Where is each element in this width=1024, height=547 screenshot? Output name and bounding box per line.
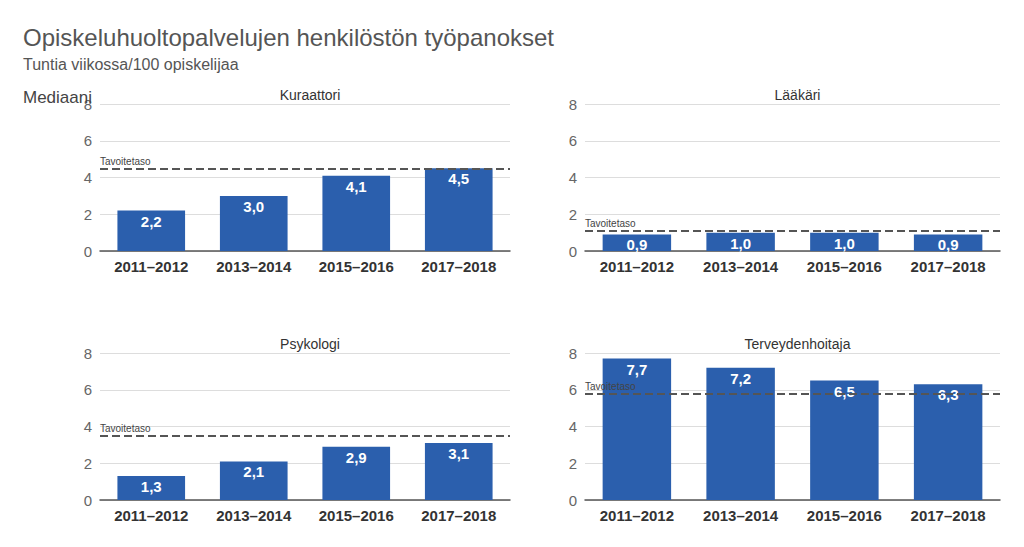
svg-text:2017–2018: 2017–2018 (911, 258, 986, 275)
svg-text:0: 0 (569, 492, 577, 509)
svg-text:Tavoitetaso: Tavoitetaso (100, 423, 151, 434)
svg-text:2015–2016: 2015–2016 (807, 507, 882, 524)
svg-text:7,2: 7,2 (730, 370, 751, 387)
svg-text:Tavoitetaso: Tavoitetaso (100, 156, 151, 167)
svg-text:2015–2016: 2015–2016 (319, 507, 394, 524)
svg-text:4: 4 (84, 169, 92, 186)
svg-text:2011–2012: 2011–2012 (114, 507, 188, 524)
svg-text:Tavoitetaso: Tavoitetaso (585, 218, 636, 229)
svg-text:0: 0 (84, 492, 92, 509)
svg-text:0: 0 (84, 243, 92, 260)
svg-text:2015–2016: 2015–2016 (319, 258, 394, 275)
svg-text:2013–2014: 2013–2014 (216, 258, 292, 275)
svg-text:4,1: 4,1 (346, 178, 367, 195)
svg-text:0: 0 (569, 243, 577, 260)
svg-text:6: 6 (569, 132, 577, 149)
svg-text:Psykologi: Psykologi (280, 336, 340, 352)
svg-text:2: 2 (569, 206, 577, 223)
svg-text:2: 2 (84, 206, 92, 223)
svg-text:Opiskeluhuoltopalvelujen henki: Opiskeluhuoltopalvelujen henkilöstön työ… (23, 24, 554, 51)
svg-text:8: 8 (569, 96, 577, 113)
svg-text:2011–2012: 2011–2012 (114, 258, 188, 275)
svg-text:1,3: 1,3 (141, 478, 162, 495)
svg-text:3,0: 3,0 (243, 198, 264, 215)
svg-text:8: 8 (84, 345, 92, 362)
svg-text:6,3: 6,3 (937, 386, 959, 404)
svg-text:1,0: 1,0 (730, 235, 751, 252)
svg-text:8: 8 (569, 345, 577, 362)
svg-text:Tavoitetaso: Tavoitetaso (585, 381, 636, 392)
svg-text:1,0: 1,0 (834, 235, 855, 252)
svg-text:2013–2014: 2013–2014 (703, 258, 779, 275)
svg-text:2017–2018: 2017–2018 (421, 258, 496, 275)
svg-text:2017–2018: 2017–2018 (911, 507, 986, 524)
svg-text:4: 4 (84, 418, 92, 435)
svg-text:4,5: 4,5 (448, 170, 469, 187)
svg-text:7,7: 7,7 (626, 361, 647, 378)
svg-text:2: 2 (569, 455, 577, 472)
svg-text:2: 2 (84, 455, 92, 472)
svg-text:2,1: 2,1 (243, 463, 264, 480)
svg-text:4: 4 (569, 418, 577, 435)
svg-text:0,9: 0,9 (626, 236, 647, 253)
svg-text:Tuntia viikossa/100 opiskelija: Tuntia viikossa/100 opiskelijaa (23, 56, 239, 73)
svg-text:6,5: 6,5 (834, 383, 855, 400)
svg-text:6: 6 (569, 381, 577, 398)
svg-text:2017–2018: 2017–2018 (421, 507, 496, 524)
svg-text:2,2: 2,2 (141, 213, 162, 230)
svg-text:4: 4 (569, 169, 577, 186)
svg-text:2011–2012: 2011–2012 (600, 507, 674, 524)
svg-text:2,9: 2,9 (346, 449, 367, 466)
svg-text:Kuraattori: Kuraattori (280, 87, 341, 103)
svg-text:2015–2016: 2015–2016 (807, 258, 882, 275)
svg-text:Terveydenhoitaja: Terveydenhoitaja (745, 336, 851, 352)
svg-text:6: 6 (84, 381, 92, 398)
svg-text:2013–2014: 2013–2014 (216, 507, 292, 524)
svg-text:0,9: 0,9 (938, 236, 959, 253)
svg-text:2013–2014: 2013–2014 (703, 507, 779, 524)
svg-text:2011–2012: 2011–2012 (600, 258, 674, 275)
svg-text:6: 6 (84, 132, 92, 149)
svg-text:Lääkäri: Lääkäri (775, 87, 821, 103)
svg-text:Mediaani: Mediaani (23, 88, 92, 107)
svg-text:3,1: 3,1 (448, 445, 469, 462)
